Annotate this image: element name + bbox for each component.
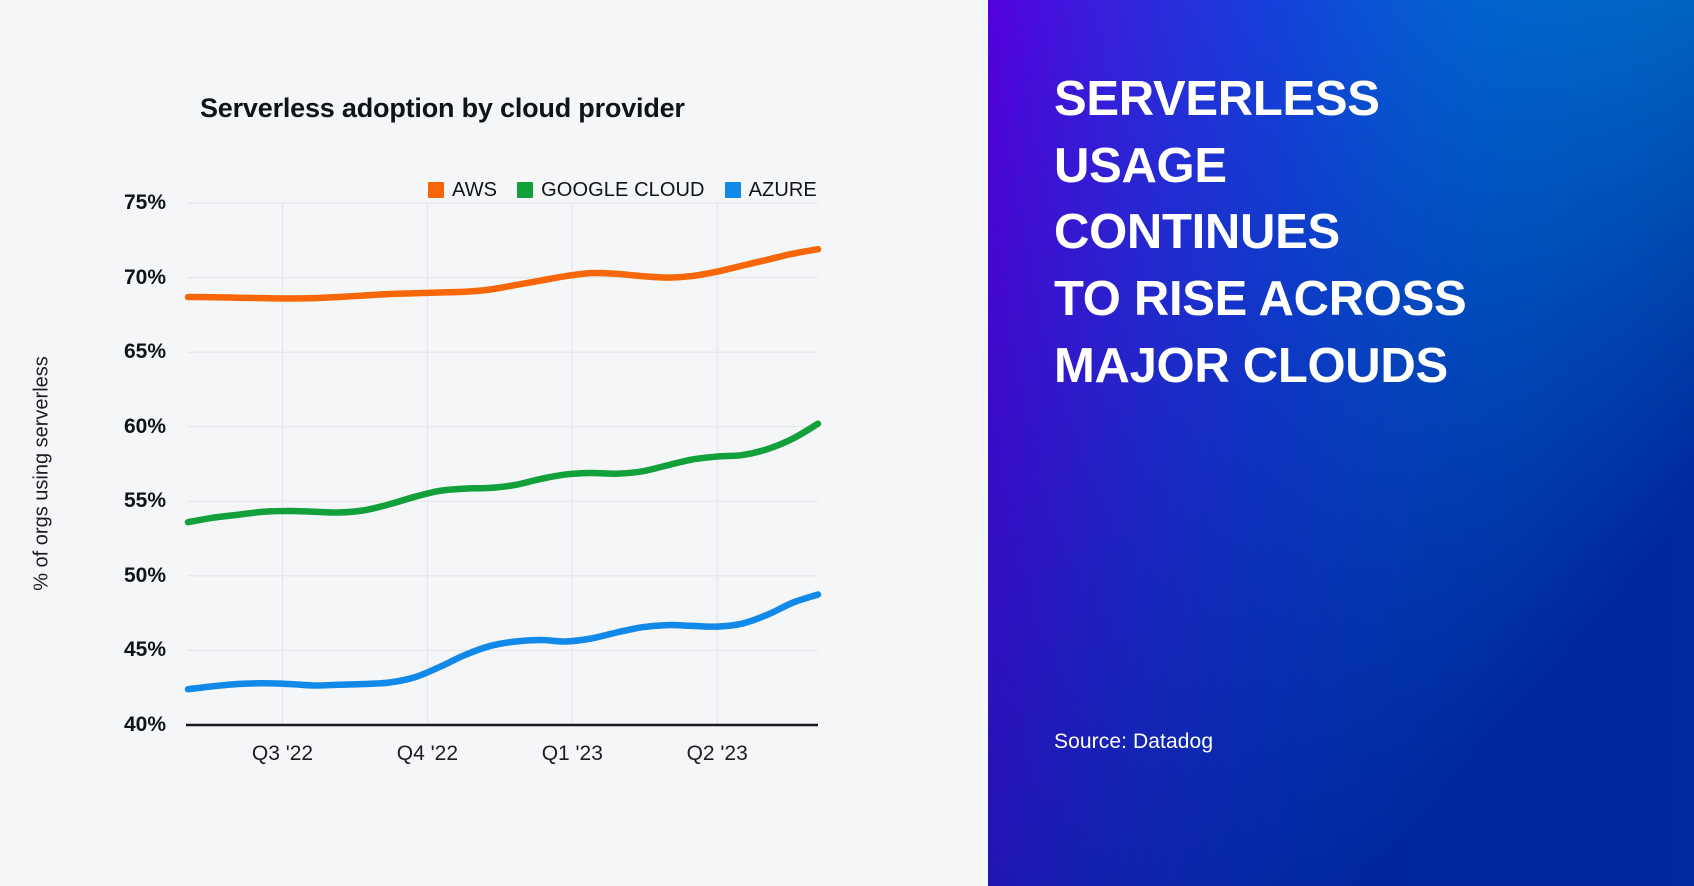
series-line-aws [184,245,822,302]
series-line-azure [184,591,822,693]
legend-label-google-cloud: GOOGLE CLOUD [541,178,705,201]
chart-title: Serverless adoption by cloud provider [200,93,685,123]
x-tick-label: Q2 '23 [686,742,748,765]
y-tick-label: 55% [123,489,166,513]
y-tick-label: 50% [123,563,166,587]
legend-swatch-azure [724,182,741,198]
legend-label-aws: AWS [452,178,498,201]
y-tick-label: 75% [123,191,166,214]
promo-headline: SERVERLESS USAGE CONTINUES TO RISE ACROSS MA… [1054,66,1654,399]
y-tick-label: 45% [123,638,166,662]
promo-headline-line-5: MAJOR CLOUDS [1054,338,1448,393]
y-tick-label: 70% [123,265,166,289]
legend-item-azure[interactable]: AZURE [724,178,817,202]
legend-item-google-cloud[interactable]: GOOGLE CLOUD [517,179,704,202]
y-tick-label: 40% [123,713,166,736]
x-tick-label: Q1 '23 [541,742,603,765]
chart-panel: Serverless adoption by cloud provider % … [30,93,828,765]
gradient-background [988,0,1694,886]
source-attribution: Source: Datadog [1054,730,1214,753]
plot-area: 75% 70% 65% 60% 55% 50% 45% 40% Q3 '22 Q4 '22 Q1 … [123,191,822,765]
x-tick-label: Q4 '22 [396,742,458,765]
promo-headline-line-1: SERVERLESS [1054,72,1380,126]
y-tick-label: 65% [123,340,166,364]
promo-headline-line-4: TO RISE ACROSS [1054,271,1467,326]
x-tick-label: Q3 '22 [251,742,314,765]
legend-swatch-google-cloud [517,182,534,198]
legend-label-azure: AZURE [748,178,817,201]
promo-headline-line-2: USAGE [1054,138,1227,193]
y-tick-label: 60% [123,414,166,438]
promo-panel: SERVERLESS USAGE CONTINUES TO RISE ACROSS MA… [988,0,1694,886]
legend-item-aws[interactable]: AWS [428,179,497,202]
promo-headline-line-3: CONTINUES [1054,205,1340,260]
line-chart-svg [184,202,822,727]
chart-legend: AWS GOOGLE CLOUD AZURE [428,178,828,202]
series-line-google-cloud [184,420,822,526]
legend-swatch-aws [428,182,444,198]
